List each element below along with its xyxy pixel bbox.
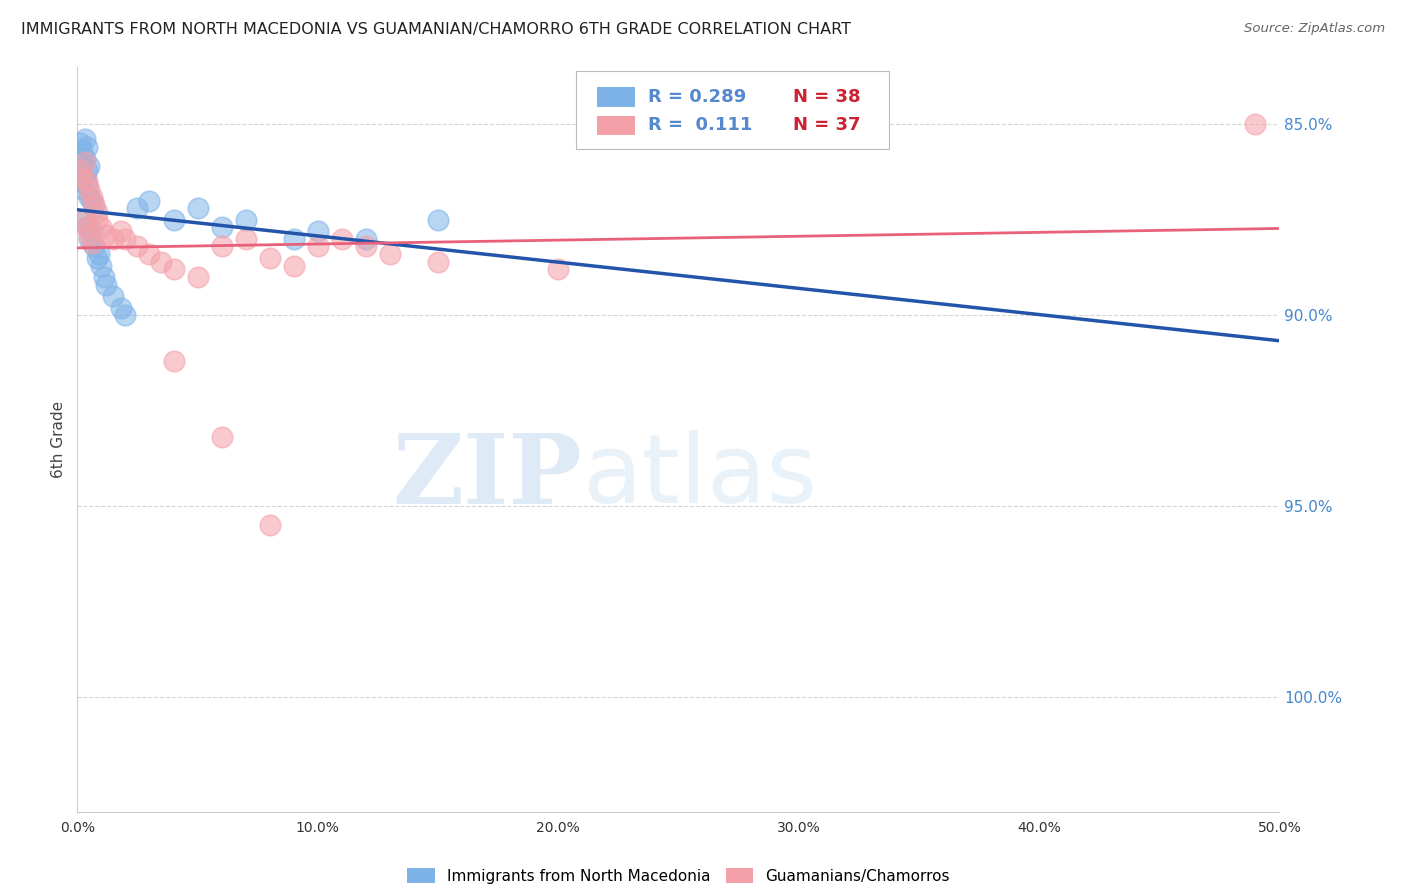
Point [162,212,184,227]
Point [70,170,93,185]
Point [427,254,450,268]
Point [87,247,110,261]
Point [307,224,329,238]
Point [114,308,136,322]
Point [76,174,98,188]
Point [235,232,257,246]
Point [211,430,233,444]
Point [80,194,103,208]
Point [76,220,98,235]
Y-axis label: 6th Grade: 6th Grade [51,401,66,478]
Point [96,227,118,242]
Point [80,190,103,204]
Point [103,232,125,246]
Point [79,190,101,204]
Point [330,232,353,246]
Point [83,239,105,253]
Point [70,182,93,196]
Point [283,232,305,246]
Point [378,247,401,261]
Point [259,518,281,533]
Point [211,239,233,253]
Point [83,201,105,215]
Point [150,254,173,268]
Point [86,205,108,219]
Text: atlas: atlas [582,430,817,523]
Point [70,155,93,169]
Point [283,259,305,273]
Point [354,239,377,253]
Point [76,163,98,178]
Point [127,201,149,215]
Point [79,227,101,242]
Point [73,132,96,146]
Point [73,155,96,169]
Point [83,197,105,211]
Point [162,354,184,368]
Point [93,270,115,285]
Point [80,224,103,238]
Point [127,239,149,253]
Point [354,232,377,246]
Point [103,289,125,303]
Text: ZIP: ZIP [392,430,582,524]
FancyBboxPatch shape [576,70,889,149]
Text: N = 37: N = 37 [793,116,860,135]
Point [235,212,257,227]
Text: R = 0.289: R = 0.289 [648,88,747,106]
Point [114,232,136,246]
Point [80,235,103,250]
Point [79,159,101,173]
Point [79,182,101,196]
Point [73,152,96,166]
Text: IMMIGRANTS FROM NORTH MACEDONIA VS GUAMANIAN/CHAMORRO 6TH GRADE CORRELATION CHAR: IMMIGRANTS FROM NORTH MACEDONIA VS GUAMA… [21,22,851,37]
Point [69,174,91,188]
Point [76,178,98,193]
Text: Source: ZipAtlas.com: Source: ZipAtlas.com [1244,22,1385,36]
Point [187,270,209,285]
Point [1244,117,1267,131]
Point [110,301,132,315]
Point [307,239,329,253]
Point [69,163,91,178]
Text: N = 38: N = 38 [793,88,860,106]
Bar [596,116,636,135]
Point [73,212,96,227]
Point [547,262,569,277]
Point [90,259,112,273]
Point [79,232,101,246]
Point [73,170,96,185]
Point [70,144,93,158]
Point [86,251,108,265]
Point [138,247,160,261]
Point [86,212,108,227]
Bar [596,87,636,107]
Point [259,251,281,265]
Point [90,220,112,235]
Point [138,194,160,208]
Point [427,212,450,227]
Point [76,140,98,154]
Point [73,212,96,227]
Point [96,277,118,292]
Legend: Immigrants from North Macedonia, Guamanians/Chamorros: Immigrants from North Macedonia, Guamani… [401,862,956,889]
Point [162,262,184,277]
Point [110,224,132,238]
Text: R =  0.111: R = 0.111 [648,116,752,135]
Point [69,136,91,151]
Point [211,220,233,235]
Point [187,201,209,215]
Point [76,220,98,235]
